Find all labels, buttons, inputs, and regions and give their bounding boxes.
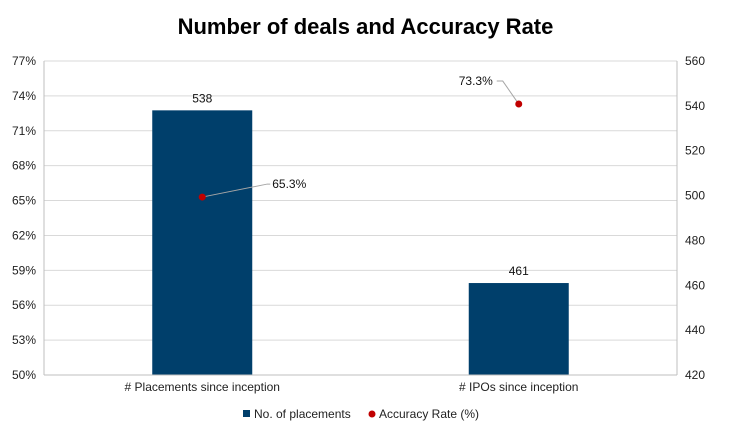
- y-right-tick-label: 480: [685, 233, 705, 247]
- bar-data-label: 538: [192, 91, 212, 105]
- point: [198, 193, 206, 201]
- leader-line: [496, 80, 520, 105]
- x-tick-label: # Placements since inception: [125, 380, 280, 394]
- y-left-tick-label: 77%: [12, 54, 36, 68]
- legend-label-accuracy: Accuracy Rate (%): [379, 407, 479, 421]
- bar: [468, 283, 569, 375]
- legend: No. of placements Accuracy Rate (%): [243, 407, 479, 421]
- y-right-tick-label: 500: [685, 189, 705, 203]
- point-series: [198, 100, 523, 201]
- gridlines: [44, 60, 677, 376]
- axes: 50% 53% 56% 59% 62% 65% 68% 71% 74% 77% 420 440 460 4…: [12, 54, 705, 394]
- y-right-tick-label: 540: [685, 99, 705, 113]
- bar-data-label: 461: [509, 264, 529, 278]
- y-left-tick-label: 65%: [12, 194, 36, 208]
- point: [515, 100, 523, 108]
- y-left-tick-label: 53%: [12, 333, 36, 347]
- legend-label-placements: No. of placements: [254, 407, 351, 421]
- y-right-tick-label: 560: [685, 54, 705, 68]
- point-data-label: 73.3%: [459, 74, 493, 88]
- leader-lines: [202, 80, 520, 198]
- y-right-tick-label: 440: [685, 323, 705, 337]
- y-right-tick-label: 420: [685, 368, 705, 382]
- y-left-tick-label: 56%: [12, 298, 36, 312]
- y-left-tick-label: 71%: [12, 124, 36, 138]
- y-right-tick-label: 520: [685, 144, 705, 158]
- y-right-tick-label: 460: [685, 278, 705, 292]
- y-left-tick-label: 62%: [12, 228, 36, 242]
- data-labels: 538 461 65.3% 73.3%: [192, 74, 529, 278]
- y-left-tick-label: 50%: [12, 368, 36, 382]
- y-left-tick-label: 68%: [12, 159, 36, 173]
- legend-swatch-accuracy: [368, 410, 376, 418]
- chart-title: Number of deals and Accuracy Rate: [177, 14, 554, 39]
- bar: [152, 110, 253, 375]
- bar-series: [152, 110, 569, 375]
- y-left-tick-label: 74%: [12, 89, 36, 103]
- legend-swatch-placements: [243, 410, 250, 417]
- y-left-tick-label: 59%: [12, 263, 36, 277]
- leader-line: [202, 183, 271, 198]
- x-tick-label: # IPOs since inception: [459, 380, 578, 394]
- point-data-label: 65.3%: [272, 177, 306, 191]
